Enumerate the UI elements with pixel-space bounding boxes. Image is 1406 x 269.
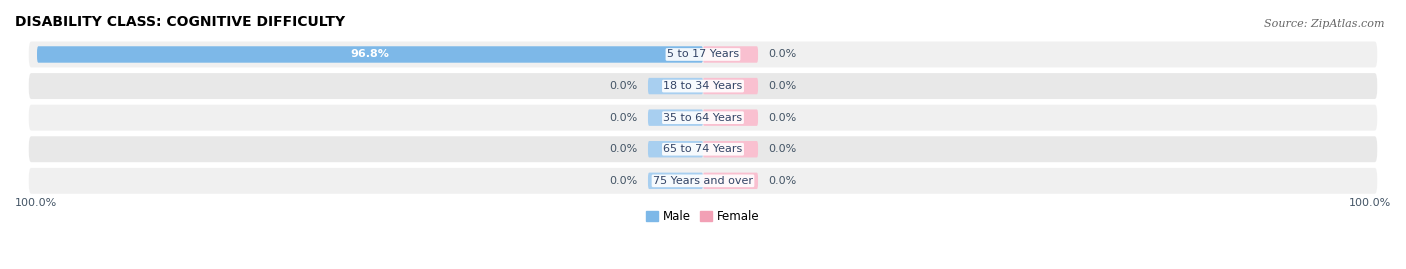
- Text: 65 to 74 Years: 65 to 74 Years: [664, 144, 742, 154]
- FancyBboxPatch shape: [28, 136, 1378, 162]
- FancyBboxPatch shape: [648, 141, 703, 157]
- FancyBboxPatch shape: [703, 78, 758, 94]
- Text: 35 to 64 Years: 35 to 64 Years: [664, 113, 742, 123]
- Text: 100.0%: 100.0%: [15, 198, 58, 208]
- Text: Source: ZipAtlas.com: Source: ZipAtlas.com: [1264, 19, 1385, 29]
- FancyBboxPatch shape: [648, 173, 703, 189]
- FancyBboxPatch shape: [703, 173, 758, 189]
- Text: 100.0%: 100.0%: [1348, 198, 1391, 208]
- Text: 0.0%: 0.0%: [609, 144, 638, 154]
- Legend: Male, Female: Male, Female: [641, 205, 765, 228]
- Text: 0.0%: 0.0%: [768, 176, 797, 186]
- FancyBboxPatch shape: [703, 109, 758, 126]
- FancyBboxPatch shape: [28, 41, 1378, 68]
- Text: 0.0%: 0.0%: [609, 81, 638, 91]
- FancyBboxPatch shape: [28, 105, 1378, 131]
- Text: 96.8%: 96.8%: [350, 49, 389, 59]
- Text: 0.0%: 0.0%: [609, 176, 638, 186]
- FancyBboxPatch shape: [28, 168, 1378, 194]
- Text: 75 Years and over: 75 Years and over: [652, 176, 754, 186]
- Text: DISABILITY CLASS: COGNITIVE DIFFICULTY: DISABILITY CLASS: COGNITIVE DIFFICULTY: [15, 15, 344, 29]
- Text: 0.0%: 0.0%: [768, 81, 797, 91]
- FancyBboxPatch shape: [648, 78, 703, 94]
- Text: 0.0%: 0.0%: [768, 113, 797, 123]
- Text: 0.0%: 0.0%: [768, 144, 797, 154]
- FancyBboxPatch shape: [703, 141, 758, 157]
- FancyBboxPatch shape: [648, 109, 703, 126]
- FancyBboxPatch shape: [703, 46, 758, 63]
- Text: 18 to 34 Years: 18 to 34 Years: [664, 81, 742, 91]
- Text: 0.0%: 0.0%: [768, 49, 797, 59]
- FancyBboxPatch shape: [37, 46, 703, 63]
- FancyBboxPatch shape: [28, 73, 1378, 99]
- Text: 0.0%: 0.0%: [609, 113, 638, 123]
- Text: 5 to 17 Years: 5 to 17 Years: [666, 49, 740, 59]
